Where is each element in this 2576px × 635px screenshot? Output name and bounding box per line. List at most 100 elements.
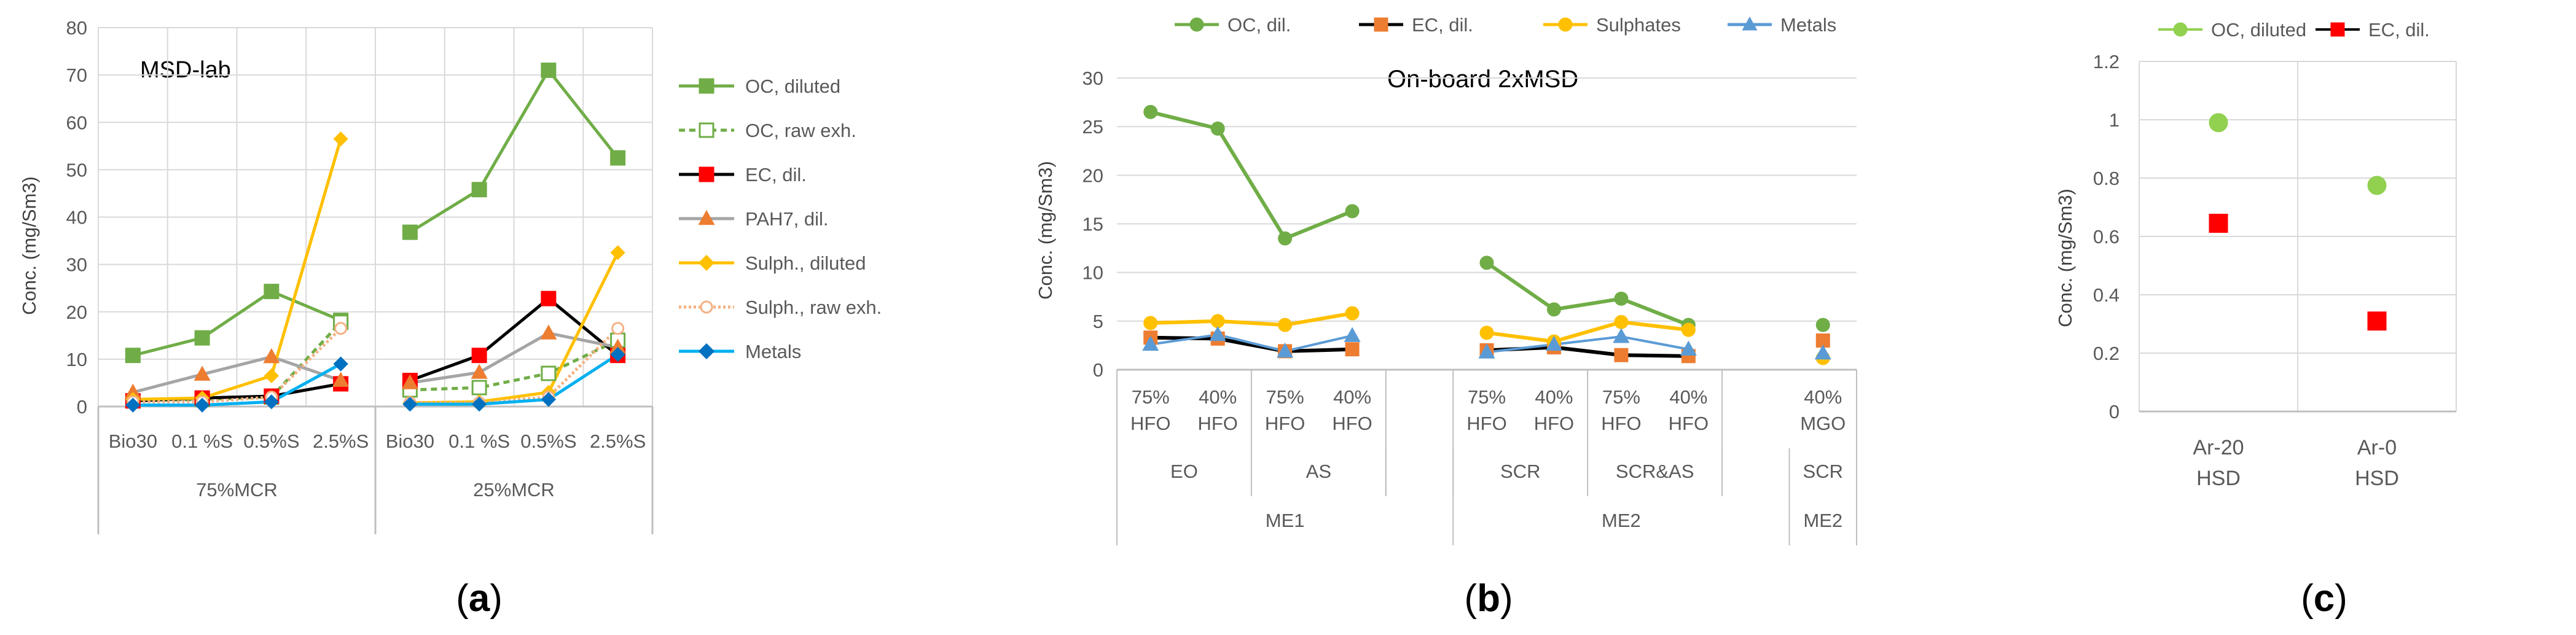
panel-b-x-tick-line1: 75%: [1266, 386, 1304, 408]
panel-b-x-tick-line2: HFO: [1601, 413, 1641, 434]
panel-a-series-line: [410, 353, 619, 406]
panel-b-point: [1278, 318, 1293, 332]
panel-b-y-axis-label: Conc. (mg/Sm3): [1035, 161, 1056, 300]
panel-b-point: [1143, 316, 1158, 330]
panel-a-legend-marker: [700, 300, 713, 314]
figure-label-b: (b): [1464, 577, 1513, 620]
figure-label-c-close: ): [2335, 577, 2347, 620]
panel-c-y-axis-label: Conc. (mg/Sm3): [2054, 189, 2076, 327]
panel-a-point: [334, 322, 348, 335]
panel-a-y-tick: 80: [66, 17, 87, 39]
panel-a-legend-label: Sulph., diluted: [745, 252, 866, 274]
panel-b-point: [1814, 344, 1831, 360]
panel-a-legend-label: Metals: [745, 341, 801, 362]
panel-b-y-tick: 15: [1082, 214, 1103, 235]
panel-b-x-tick-line1: 40%: [1804, 386, 1842, 408]
panel-b-point: [1614, 314, 1629, 329]
panel-a-series-line: [410, 331, 619, 384]
panel-b-point: [1546, 302, 1561, 317]
panel-a-point: [194, 330, 210, 346]
panel-a-series-line: [410, 338, 619, 392]
panel-c-x-tick-line2: HSD: [2196, 467, 2241, 490]
panel-b-point: [1277, 342, 1294, 358]
panel-c-y-tick: 0.2: [2093, 343, 2120, 364]
panel-c-point: [2367, 311, 2387, 331]
panel-b-point: [1479, 325, 1494, 340]
panel-b-legend-label: EC, dil.: [1412, 14, 1473, 36]
panel-a-series-line: [133, 362, 342, 407]
panel-a-point: [471, 380, 487, 395]
panel-a-group-label: 75%MCR: [196, 479, 278, 501]
panel-a-point: [333, 356, 348, 372]
panel-b-series-line: [1150, 335, 1353, 353]
figure-label-c-open: (: [2301, 577, 2314, 620]
panel-b-x-tick-line2: HFO: [1197, 413, 1237, 434]
figure-label-a: (a): [456, 577, 503, 620]
panel-c-y-tick: 0.4: [2093, 284, 2120, 306]
panel-a-y-tick: 60: [66, 112, 87, 133]
panel-a-legend-label: Sulph., raw exh.: [745, 297, 882, 318]
panel-b-point: [1345, 204, 1360, 219]
panel-c-point: [2367, 176, 2387, 195]
panel-b-y-tick: 0: [1093, 359, 1103, 381]
panel-a-point: [611, 322, 625, 335]
panel-b-x-tick-line1: 75%: [1468, 386, 1506, 408]
panel-b-x-tick-line2: HFO: [1265, 413, 1305, 434]
panel-b-point: [1210, 121, 1225, 136]
panel-c-x-tick-line1: Ar-20: [2193, 436, 2244, 459]
panel-b-y-tick: 10: [1082, 262, 1103, 284]
panel-a-point: [471, 182, 487, 198]
panel-c-legend-label: EC, dil.: [2368, 19, 2430, 41]
figure-label-a-letter: a: [469, 577, 490, 620]
panel-c-x-tick-line2: HSD: [2355, 467, 2399, 490]
panel-a-point: [541, 62, 557, 78]
figure-label-c: (c): [2301, 577, 2347, 620]
figure-label-a-close: ): [490, 577, 503, 620]
panel-a-point: [195, 397, 210, 413]
panel-b-group3-label: ME2: [1602, 510, 1641, 531]
panel-a-y-tick: 10: [66, 349, 87, 370]
panel-b-legend-label: OC, dil.: [1227, 14, 1291, 36]
panel-b-series-line: [1486, 320, 1689, 344]
panel-a-point: [540, 324, 557, 340]
panel-c-y-tick: 0.8: [2093, 168, 2120, 189]
panel-a-point: [471, 348, 487, 364]
panel-c-point: [2209, 113, 2228, 133]
panel-a-legend-label: EC, dil.: [745, 164, 807, 185]
panel-b-x-tick-line2: HFO: [1669, 413, 1709, 434]
panel-b-point: [1344, 327, 1361, 342]
panel-a-series-line: [409, 67, 619, 234]
panel-a-x-tick: 0.1 %S: [448, 430, 510, 452]
panel-b-x-tick-line1: 40%: [1333, 386, 1371, 408]
panel-b-point: [1681, 322, 1696, 337]
panel-b-point: [1209, 325, 1226, 341]
panel-b-x-tick-line1: 75%: [1132, 386, 1170, 408]
panel-b-legend-marker: [1374, 17, 1388, 32]
panel-a-point: [332, 372, 350, 387]
panel-a-series-line: [409, 296, 619, 382]
panel-b-group3-label: ME2: [1803, 510, 1842, 531]
panel-b-legend-marker: [1189, 17, 1204, 32]
panel-a-point: [402, 397, 418, 412]
panel-a-y-tick: 0: [77, 396, 87, 418]
panel-a-point: [471, 364, 488, 379]
panel-a-y-tick: 70: [66, 64, 87, 86]
panel-b-point: [1613, 328, 1630, 343]
panel-a-point: [610, 150, 626, 166]
panel-b-point: [1142, 335, 1159, 351]
panel-a-point: [610, 245, 625, 260]
panel-a-point: [264, 394, 279, 410]
panel-b-x-tick-line2: MGO: [1800, 413, 1846, 434]
panel-a-y-tick: 20: [66, 302, 87, 323]
panel-b-y-tick: 5: [1093, 311, 1103, 332]
panel-a-point: [402, 224, 418, 240]
panel-b-point: [1143, 104, 1158, 119]
panel-a-point: [541, 365, 557, 381]
panel-b-x-tick-line2: HFO: [1466, 413, 1506, 434]
panel-a-x-tick: Bio30: [386, 430, 434, 452]
panel-a-point: [263, 348, 280, 364]
svg-text:(a): (a): [456, 577, 503, 620]
panel-c-x-tick-line1: Ar-0: [2357, 436, 2397, 459]
chart-panel-c: Conc. (mg/Sm3) 0 0.2 0.4 0.6 0.8 1 1.2 Ar-20 HSD…: [2054, 19, 2457, 490]
